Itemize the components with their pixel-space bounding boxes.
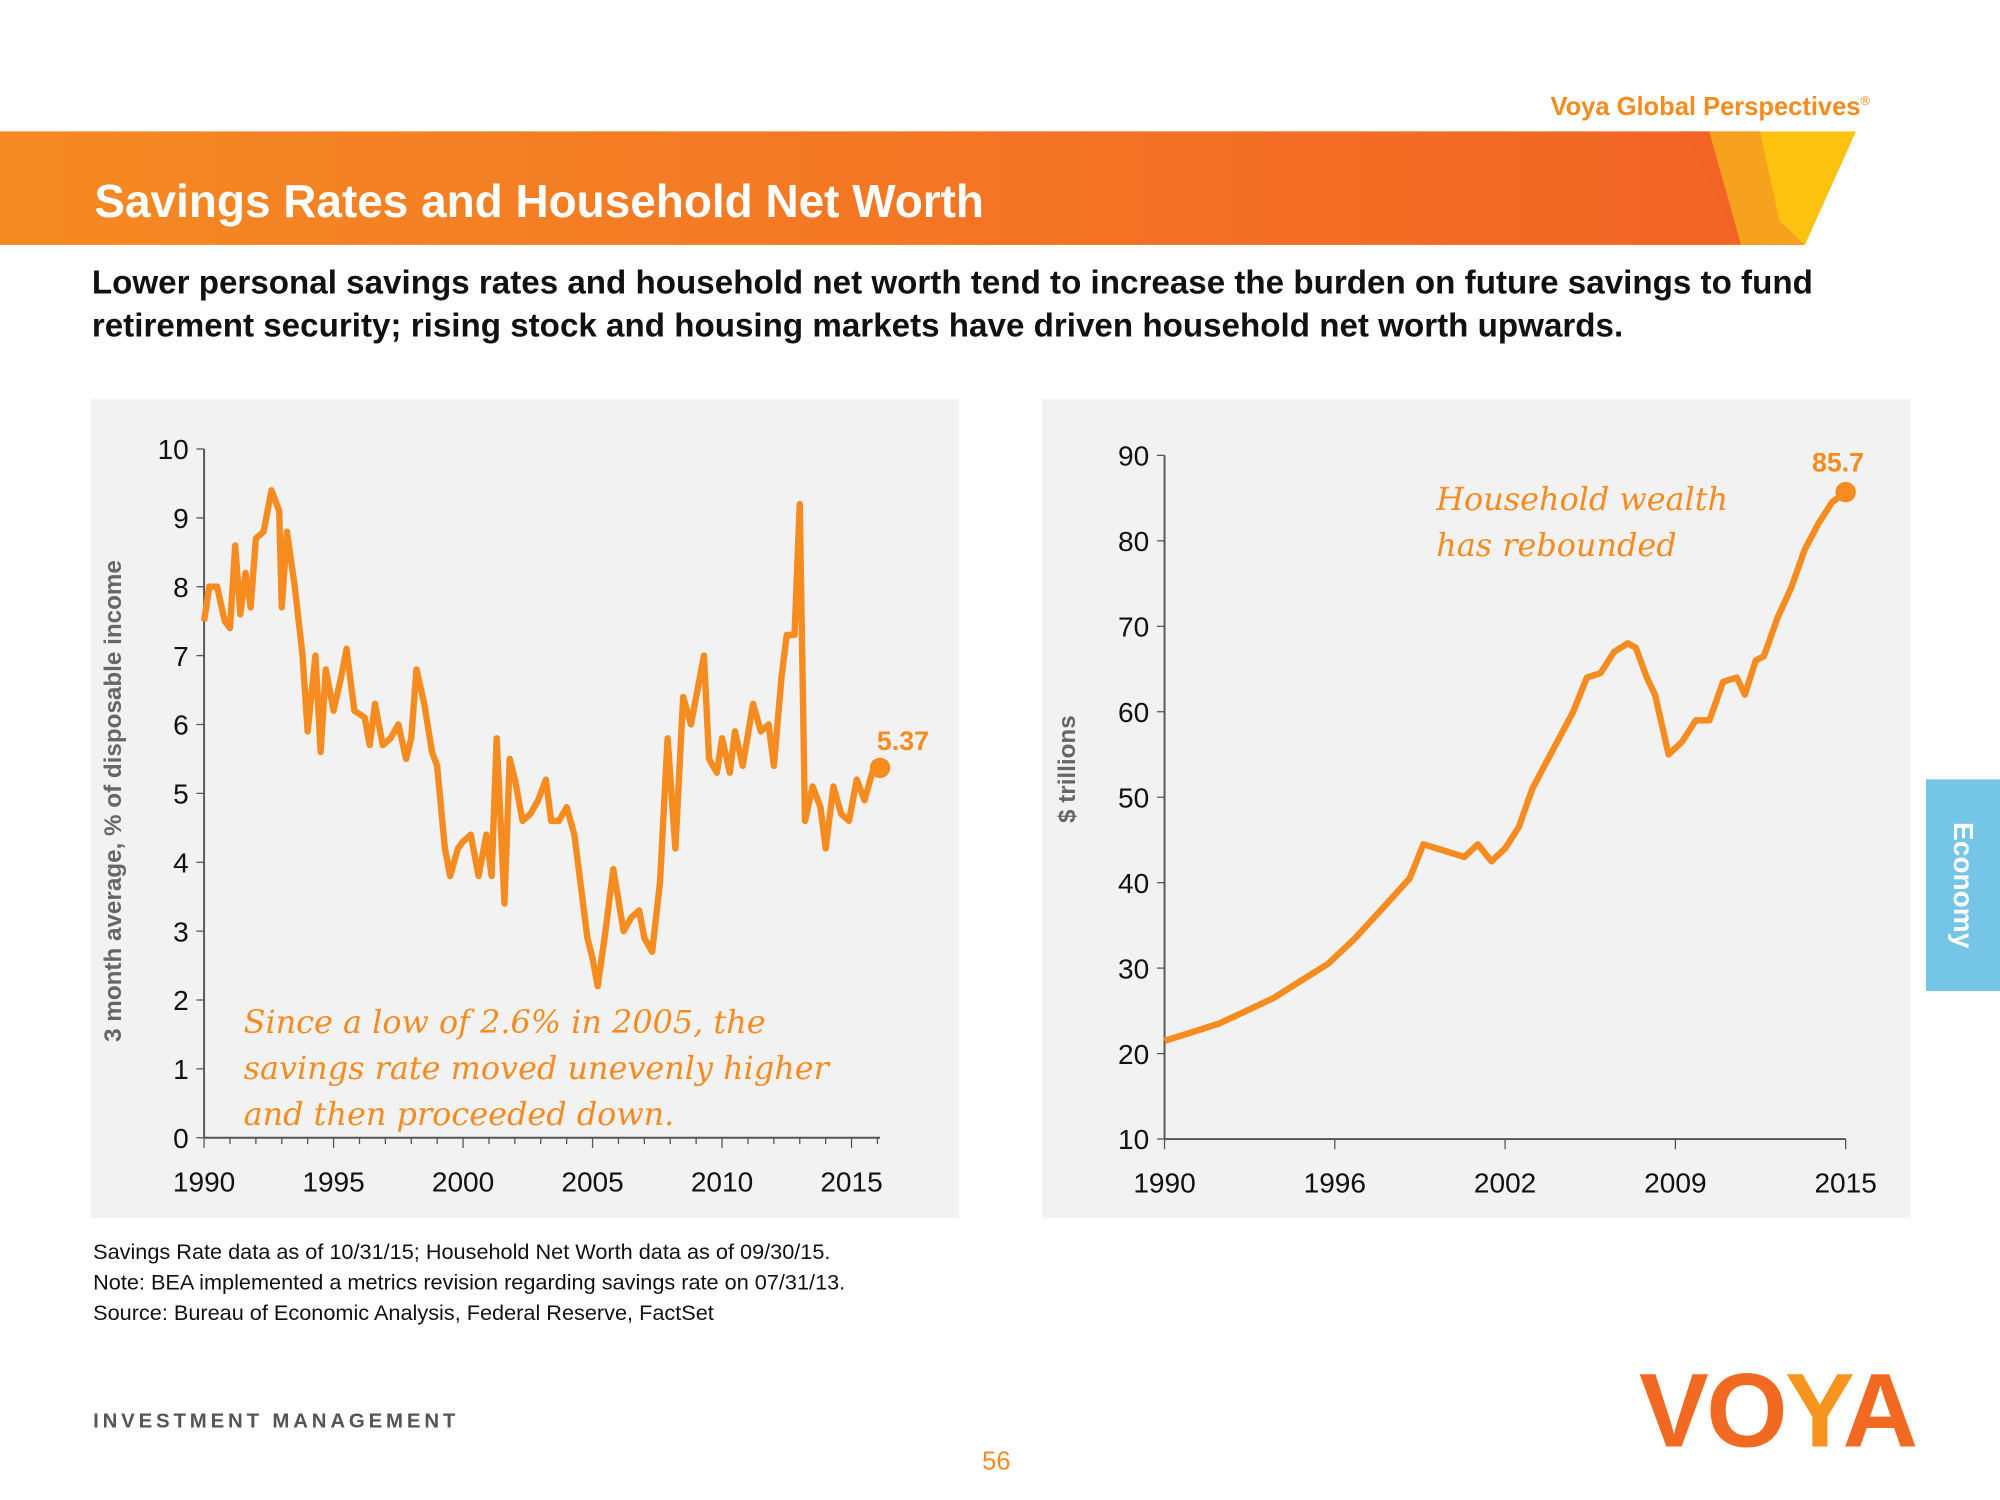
y-tick-label: 9 xyxy=(173,503,189,534)
x-tick-label: 2010 xyxy=(691,1166,753,1197)
page-number: 56 xyxy=(982,1447,1011,1476)
y-tick-label: 20 xyxy=(1118,1039,1149,1070)
x-tick-label: 2000 xyxy=(432,1166,494,1197)
annotation-line: Household wealth xyxy=(1435,480,1728,518)
y-tick-label: 1 xyxy=(173,1054,189,1085)
y-tick-label: 0 xyxy=(173,1123,189,1154)
title-banner xyxy=(0,131,1761,245)
x-tick-label: 1990 xyxy=(173,1166,235,1197)
brand-text: Voya Global Perspectives xyxy=(1550,93,1861,122)
registered-mark: ® xyxy=(1860,94,1870,109)
section-tab-label: Economy xyxy=(1947,822,1980,949)
end-value-label: 5.37 xyxy=(877,726,929,756)
footnotes: Savings Rate data as of 10/31/15; Househ… xyxy=(93,1237,845,1329)
voya-logo: VOYA xyxy=(1639,1353,1918,1470)
y-tick-label: 10 xyxy=(158,434,189,465)
x-tick-label: 2009 xyxy=(1644,1168,1706,1199)
page-subtitle: Lower personal savings rates and househo… xyxy=(91,262,1813,345)
end-value-label: 85.7 xyxy=(1812,448,1864,478)
y-axis-label: 3 month average, % of disposable income xyxy=(100,560,127,1042)
section-tab-economy[interactable]: Economy xyxy=(1926,779,2000,992)
y-tick-label: 60 xyxy=(1118,697,1149,728)
footnote: Note: BEA implemented a metrics revision… xyxy=(93,1270,846,1295)
y-tick-label: 10 xyxy=(1118,1124,1149,1155)
annotation-line: has rebounded xyxy=(1436,526,1676,564)
y-tick-label: 90 xyxy=(1118,441,1149,472)
end-point-marker xyxy=(1835,481,1856,503)
footnote: Savings Rate data as of 10/31/15; Househ… xyxy=(93,1239,831,1265)
annotation-line: Since a low of 2.6% in 2005, the xyxy=(244,1003,766,1041)
y-axis-label: $ trillions xyxy=(1054,715,1081,823)
y-tick-label: 5 xyxy=(173,779,189,810)
x-tick-label: 2005 xyxy=(561,1166,623,1197)
division-label: INVESTMENT MANAGEMENT xyxy=(93,1410,460,1433)
x-tick-label: 2002 xyxy=(1474,1168,1536,1199)
y-tick-label: 4 xyxy=(173,847,189,878)
banner-slash-graphic xyxy=(1683,131,1856,245)
x-tick-label: 2015 xyxy=(820,1166,882,1197)
net-worth-panel xyxy=(1042,399,1911,1219)
annotation-line: and then proceeded down. xyxy=(244,1095,675,1133)
y-tick-label: 6 xyxy=(173,710,189,741)
y-tick-label: 50 xyxy=(1118,782,1149,813)
x-tick-label: 1995 xyxy=(302,1166,364,1197)
x-tick-label: 1990 xyxy=(1133,1168,1195,1199)
x-tick-label: 1996 xyxy=(1304,1168,1366,1199)
y-tick-label: 3 xyxy=(173,916,189,947)
series-line xyxy=(1163,489,1848,1044)
y-tick-label: 70 xyxy=(1118,611,1149,642)
series-line xyxy=(200,487,882,990)
y-tick-label: 7 xyxy=(173,641,189,672)
end-point-marker xyxy=(869,757,891,779)
savings-rate-panel xyxy=(90,399,960,1219)
brand-title: Voya Global Perspectives® xyxy=(1550,93,1869,122)
y-tick-label: 30 xyxy=(1118,953,1149,984)
y-tick-label: 8 xyxy=(173,572,189,603)
y-tick-label: 2 xyxy=(173,985,189,1016)
y-tick-label: 80 xyxy=(1118,526,1149,557)
footnote: Source: Bureau of Economic Analysis, Fed… xyxy=(93,1301,714,1326)
annotation-line: savings rate moved unevenly higher xyxy=(244,1049,831,1087)
page-title: Savings Rates and Household Net Worth xyxy=(94,174,984,228)
y-tick-label: 40 xyxy=(1118,868,1149,899)
x-tick-label: 2015 xyxy=(1814,1168,1876,1199)
